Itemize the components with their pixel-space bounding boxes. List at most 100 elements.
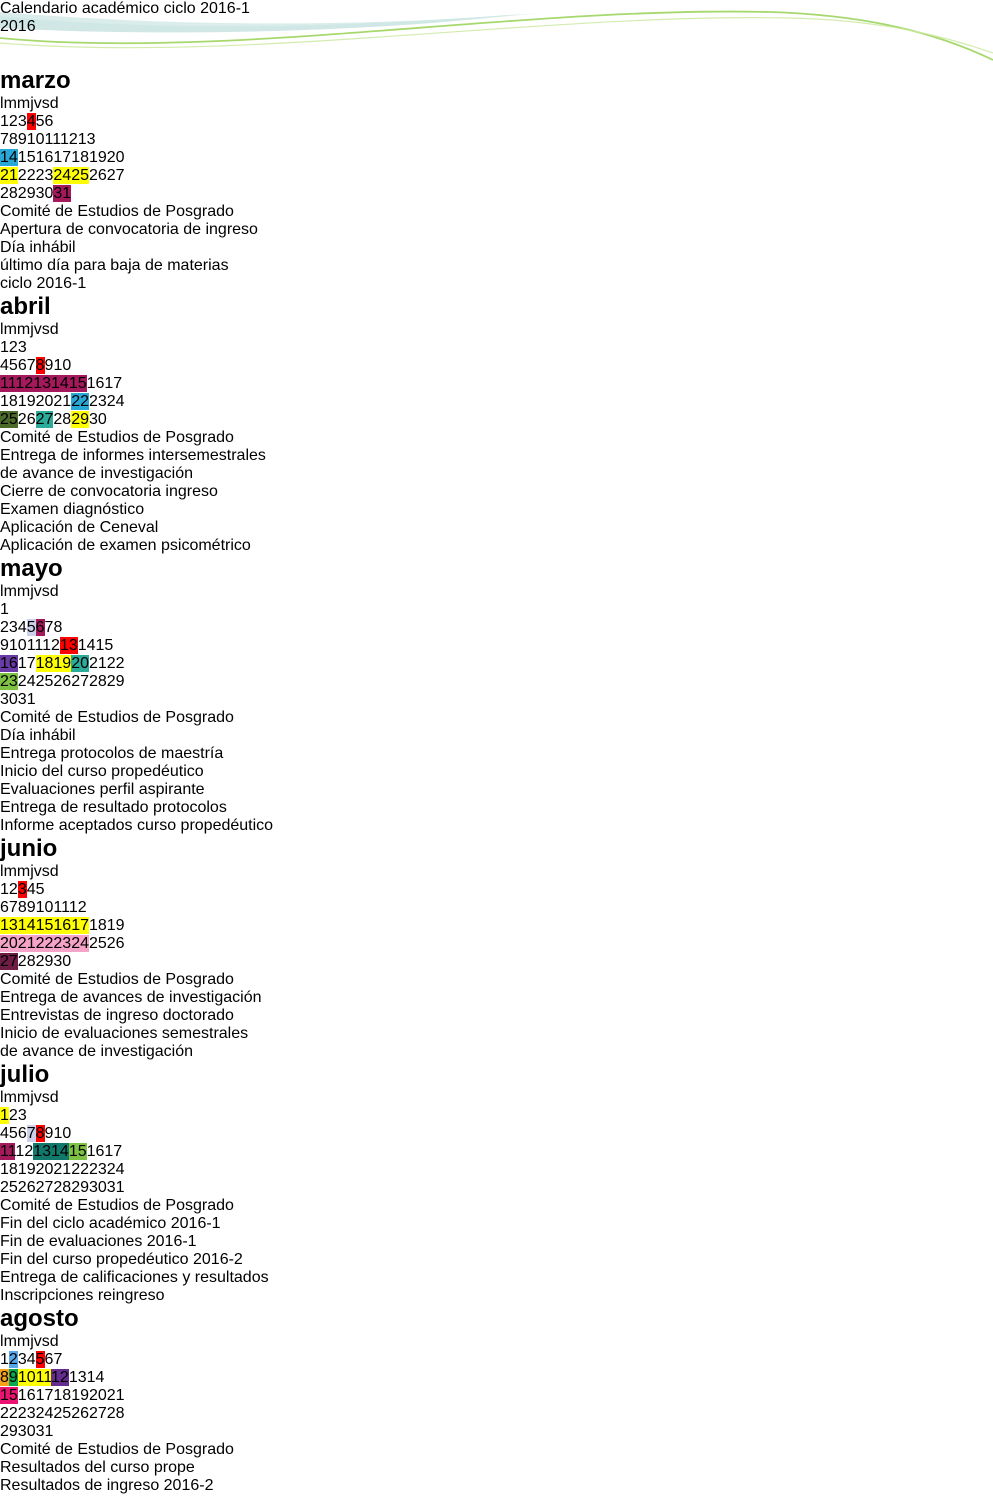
legend-entry: Resultados de ingreso 2016-2 bbox=[0, 1477, 993, 1495]
day-cell-11: 11 bbox=[53, 899, 69, 916]
day-header-m: m bbox=[16, 1333, 31, 1350]
month-title: agosto bbox=[0, 1305, 79, 1332]
day-header-m: m bbox=[16, 321, 31, 338]
day-cell-12: 12 bbox=[15, 1143, 34, 1160]
day-cell-30: 30 bbox=[88, 411, 107, 428]
legend-label: Fin de evaluaciones 2016-1 bbox=[0, 1233, 197, 1250]
legend-label: Comité de Estudios de Posgrado bbox=[0, 971, 234, 988]
day-cell-15: 15 bbox=[0, 1387, 18, 1404]
day-cell-12: 12 bbox=[59, 131, 78, 148]
day-cell-12: 12 bbox=[42, 637, 60, 654]
day-cell-13: 13 bbox=[33, 1143, 52, 1160]
legend-label: Resultados de ingreso 2016-2 bbox=[0, 1477, 214, 1494]
day-cell-1: 1 bbox=[0, 1351, 9, 1368]
day-header-m: m bbox=[3, 863, 17, 880]
month-abril: abril lmmjvsd 123 45678910 11121314151617 18… bbox=[0, 293, 993, 555]
day-cell-26: 26 bbox=[88, 167, 107, 184]
day-cell-24: 24 bbox=[53, 167, 72, 184]
month-legend: Comité de Estudios de Posgrado Resultados… bbox=[0, 1441, 993, 1496]
day-cell-8: 8 bbox=[35, 357, 45, 374]
day-cell-31: 31 bbox=[53, 185, 72, 202]
day-cell-25: 25 bbox=[0, 411, 18, 428]
day-cell-20: 20 bbox=[71, 655, 89, 672]
day-cell-11: 11 bbox=[44, 131, 60, 148]
day-cell-14: 14 bbox=[77, 637, 96, 654]
legend-entry: Apertura de convocatoria de ingreso bbox=[0, 221, 993, 239]
legend-label: Aplicación de Ceneval bbox=[0, 519, 159, 536]
day-cell-28: 28 bbox=[53, 411, 72, 428]
day-cell-16: 16 bbox=[35, 149, 54, 166]
day-cell-18: 18 bbox=[88, 917, 107, 934]
day-cell-17: 17 bbox=[17, 655, 36, 672]
legend-label: Comité de Estudios de Posgrado bbox=[0, 429, 234, 446]
legend-label: Inscripciones nuevo ingreso bbox=[0, 1495, 198, 1496]
day-cell-7: 7 bbox=[44, 619, 54, 636]
day-cell-2: 2 bbox=[8, 339, 18, 356]
day-cell-4: 4 bbox=[26, 1351, 36, 1368]
day-cell-2: 2 bbox=[8, 1351, 18, 1368]
day-cell-10: 10 bbox=[53, 1125, 72, 1142]
day-header-m: m bbox=[3, 1089, 17, 1106]
day-cell-20: 20 bbox=[106, 149, 125, 166]
day-cell-14: 14 bbox=[17, 917, 36, 934]
day-cell-24: 24 bbox=[106, 1161, 125, 1178]
day-cell-9: 9 bbox=[44, 357, 54, 374]
day-cell-3: 3 bbox=[17, 1351, 27, 1368]
day-cell-20: 20 bbox=[35, 1161, 54, 1178]
header-banner: Calendario académico ciclo 2016-1 2016 bbox=[0, 0, 993, 112]
day-header-v: v bbox=[33, 1333, 42, 1350]
day-cell-28: 28 bbox=[0, 185, 18, 202]
legend-entry: Inscripciones nuevo ingreso bbox=[0, 1495, 993, 1496]
legend-entry: Examen diagnóstico bbox=[0, 501, 993, 519]
day-cell-30: 30 bbox=[17, 1423, 36, 1440]
day-cell-29: 29 bbox=[71, 1179, 89, 1196]
day-cell-1: 1 bbox=[0, 881, 9, 898]
day-cell-1: 1 bbox=[0, 339, 9, 356]
month-title: marzo bbox=[0, 67, 71, 94]
legend-label: Entrega de avances de investigación bbox=[0, 989, 262, 1006]
day-cell-15: 15 bbox=[68, 375, 87, 392]
day-cell-15: 15 bbox=[68, 1143, 87, 1160]
day-cell-9: 9 bbox=[44, 1125, 54, 1142]
legend-label: Inicio del curso propedéutico bbox=[0, 763, 204, 780]
legend-entry: Inscripciones reingreso bbox=[0, 1287, 993, 1305]
day-cell-27: 27 bbox=[35, 411, 54, 428]
legend-label: Entrega de informes intersemestrales de a… bbox=[0, 447, 266, 482]
day-cell-13: 13 bbox=[77, 131, 96, 148]
day-cell-1: 1 bbox=[0, 1107, 9, 1124]
day-cell-18: 18 bbox=[0, 393, 18, 410]
day-cell-9: 9 bbox=[17, 131, 27, 148]
day-cell-16: 16 bbox=[0, 655, 18, 672]
month-title: junio bbox=[0, 835, 58, 862]
day-header-l: l bbox=[0, 321, 4, 338]
day-cell-19: 19 bbox=[17, 1161, 36, 1178]
day-cell-24: 24 bbox=[35, 1405, 54, 1422]
day-cell-7: 7 bbox=[53, 1351, 63, 1368]
day-cell-21: 21 bbox=[106, 1387, 125, 1404]
day-header-l: l bbox=[0, 583, 4, 600]
day-header-d: d bbox=[49, 95, 59, 112]
day-header-v: v bbox=[33, 1089, 42, 1106]
month-junio: junio lmmjvsd 12345 6789101112 131415161718… bbox=[0, 835, 993, 1061]
day-header-m: m bbox=[16, 583, 31, 600]
day-cell-12: 12 bbox=[68, 899, 87, 916]
month-legend: Comité de Estudios de Posgrado Día inhábi… bbox=[0, 709, 993, 835]
day-cell-26: 26 bbox=[17, 411, 36, 428]
day-header-j: j bbox=[30, 95, 34, 112]
day-cell-23: 23 bbox=[35, 167, 54, 184]
day-cell-5: 5 bbox=[35, 113, 45, 130]
day-cell-10: 10 bbox=[53, 357, 72, 374]
day-cell-9: 9 bbox=[26, 899, 36, 916]
legend-label: Examen diagnóstico bbox=[0, 501, 145, 518]
legend-label: Evaluaciones perfil aspirante bbox=[0, 781, 205, 798]
legend-entry: Inicio de evaluaciones semestrales de ava… bbox=[0, 1025, 993, 1061]
legend-entry: Fin de evaluaciones 2016-1 bbox=[0, 1233, 993, 1251]
day-header-s: s bbox=[41, 95, 50, 112]
day-cell-2: 2 bbox=[8, 113, 18, 130]
page-title: Calendario académico ciclo 2016-1 bbox=[0, 0, 250, 17]
legend-entry: Entrega de informes intersemestrales de a… bbox=[0, 447, 993, 483]
day-cell-29: 29 bbox=[0, 1423, 18, 1440]
day-cell-21: 21 bbox=[88, 655, 107, 672]
